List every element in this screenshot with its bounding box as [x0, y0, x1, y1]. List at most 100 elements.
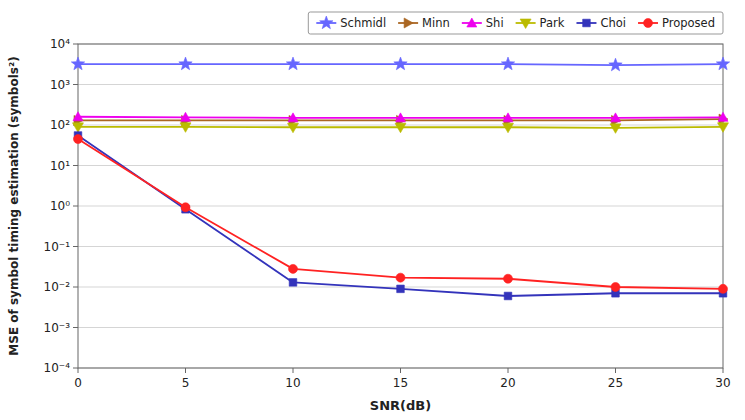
- tick-mark: [73, 368, 78, 369]
- tick-label: 30: [715, 376, 730, 390]
- tick-mark: [73, 206, 78, 207]
- tick-label: 10⁻³: [44, 321, 71, 335]
- data-point: [504, 274, 513, 283]
- legend-label: Park: [540, 16, 565, 30]
- data-point: [397, 285, 405, 293]
- grid-line: [78, 84, 723, 85]
- data-point: [395, 123, 406, 133]
- series-line: [78, 136, 723, 296]
- tick-mark: [293, 368, 294, 373]
- data-point: [181, 203, 190, 212]
- data-point: [74, 135, 83, 144]
- legend-label: Shi: [486, 16, 504, 30]
- tick-mark: [73, 327, 78, 328]
- tick-label: 10³: [50, 78, 70, 92]
- tick-label: 10⁰: [50, 199, 70, 213]
- y-axis: 10⁻⁴ 10⁻³ 10⁻² 10⁻¹ 10⁰ 10¹ 10² 10³ 10⁴: [44, 37, 78, 375]
- grid-line: [78, 246, 723, 247]
- tick-mark: [73, 84, 78, 85]
- tick-mark: [185, 368, 186, 373]
- x-axis-label: SNR(dB): [370, 398, 431, 413]
- data-point: [719, 284, 728, 293]
- tick-label: 25: [608, 376, 623, 390]
- legend-item: Minn: [398, 16, 450, 30]
- data-point: [286, 57, 299, 70]
- series: [74, 132, 727, 300]
- tick-label: 10¹: [50, 159, 70, 173]
- legend-item: Choi: [576, 16, 626, 30]
- data-point: [611, 113, 621, 122]
- series: [73, 123, 729, 134]
- legend-label: Choi: [600, 16, 626, 30]
- data-point: [503, 123, 514, 133]
- data-point: [611, 283, 620, 292]
- legend-marker: [467, 18, 477, 27]
- legend-marker: [404, 18, 413, 28]
- data-point: [504, 292, 512, 300]
- tick-label: 10⁻¹: [44, 240, 71, 254]
- data-point: [181, 112, 191, 121]
- y-axis-label: MSE of symbol timing estimation (symbols…: [7, 56, 21, 355]
- legend-item: Park: [516, 16, 565, 30]
- data-point: [503, 113, 513, 122]
- grid-line: [78, 165, 723, 166]
- tick-label: 5: [182, 376, 190, 390]
- tick-label: 15: [393, 376, 408, 390]
- series-layer: [71, 57, 729, 300]
- tick-mark: [723, 368, 724, 373]
- tick-mark: [73, 165, 78, 166]
- data-point: [609, 58, 622, 71]
- data-point: [73, 123, 84, 133]
- legend-marker: [320, 16, 333, 29]
- grid-line: [78, 327, 723, 328]
- data-point: [288, 113, 298, 122]
- legend-box: [308, 12, 723, 34]
- tick-label: 20: [500, 376, 515, 390]
- tick-mark: [78, 368, 79, 373]
- plot-area: [78, 44, 723, 368]
- legend-label: Minn: [422, 16, 450, 30]
- data-point: [179, 57, 192, 70]
- data-point: [610, 124, 621, 134]
- data-point: [718, 112, 728, 121]
- tick-mark: [73, 246, 78, 247]
- series-line: [78, 139, 723, 289]
- legend-item: Shi: [462, 16, 504, 30]
- tick-mark: [508, 368, 509, 373]
- data-point: [288, 123, 299, 133]
- data-point: [396, 273, 405, 282]
- tick-label: 10⁻²: [44, 280, 71, 294]
- grid-line: [78, 206, 723, 207]
- data-point: [289, 279, 297, 287]
- data-point: [394, 57, 407, 70]
- legend-item: Schmidl: [316, 16, 386, 30]
- series: [74, 135, 728, 294]
- tick-mark: [615, 368, 616, 373]
- tick-mark: [73, 44, 78, 45]
- x-axis: 051015202530: [74, 368, 730, 390]
- data-point: [73, 112, 83, 121]
- legend-label: Proposed: [662, 16, 715, 30]
- tick-label: 10: [285, 376, 300, 390]
- data-point: [718, 123, 729, 133]
- data-point: [71, 57, 84, 70]
- legend-label: Schmidl: [340, 16, 386, 30]
- data-point: [180, 123, 191, 133]
- legend-marker: [644, 19, 653, 28]
- legend-marker: [520, 19, 531, 29]
- data-point: [716, 57, 729, 70]
- tick-label: 10²: [50, 118, 70, 132]
- tick-mark: [400, 368, 401, 373]
- data-point: [501, 57, 514, 70]
- tick-label: 10⁻⁴: [44, 361, 71, 375]
- chart: 10⁻⁴10⁻³10⁻²10⁻¹10⁰10¹10²10³10⁴051015202…: [0, 0, 745, 420]
- tick-label: 10⁴: [50, 37, 70, 51]
- y-grid: [78, 44, 723, 368]
- series: [73, 112, 728, 122]
- tick-mark: [73, 287, 78, 288]
- data-point: [289, 264, 298, 273]
- data-point: [396, 113, 406, 122]
- plot-frame: [78, 44, 723, 368]
- legend: Schmidl Minn Shi Park Choi Proposed: [308, 12, 723, 34]
- legend-marker: [583, 19, 591, 27]
